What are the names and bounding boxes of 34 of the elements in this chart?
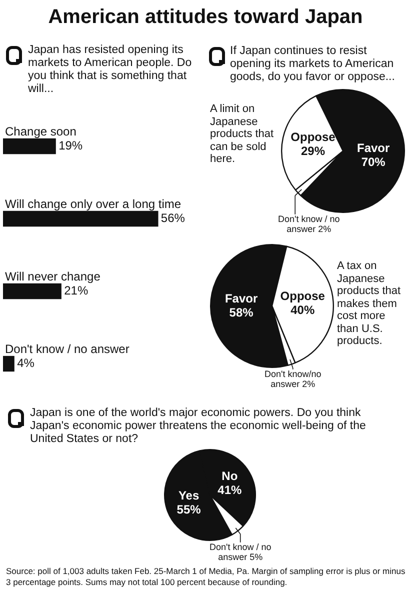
- source-note: Source: poll of 1,003 adults taken Feb. 25-March 1 of Media, Pa. Margin of sampling error is plus or minus 3 percentage points. Sums may not total 100 percent because of rounding.: [6, 566, 406, 587]
- category-label: Will change only over a long time: [5, 197, 182, 212]
- slice-label: Favor: [224, 292, 258, 306]
- slice-label: No: [222, 469, 238, 483]
- data-label: 41%: [218, 483, 242, 497]
- legend-label: Don't know / no answer 5%: [209, 542, 272, 562]
- bar: [3, 138, 56, 154]
- slice-label: Oppose: [280, 289, 326, 304]
- chart-subtitle: Japan is one of the world's major economic powers. Do you think Japan's economic power threatens the economic well-being of the United States or not?: [30, 407, 367, 446]
- data-label: 70%: [361, 154, 386, 169]
- category-label: Don't know / no answer: [5, 342, 130, 356]
- text: American attitudes toward Japan: [47, 6, 364, 29]
- text: A tax on Japanese products that makes them cost more than U.S. products.: [337, 260, 402, 348]
- legend-label: Don't know/no answer 2%: [264, 368, 322, 389]
- data-label: 56%: [160, 211, 186, 226]
- bar: [3, 210, 158, 227]
- chart-subtitle: Japan has resisted opening its markets to American people. Do you think that is something that will...: [28, 44, 193, 96]
- bar: [3, 283, 62, 300]
- category-label: Change soon: [5, 124, 76, 139]
- data-label: 19%: [58, 138, 83, 153]
- slice-label: Favor: [357, 140, 390, 155]
- slice-label: Yes: [178, 488, 200, 502]
- bar: [3, 356, 14, 372]
- data-label: 55%: [176, 502, 202, 516]
- chart-subtitle: If Japan continues to resist opening its markets to American goods, do you favor or oppose...: [230, 45, 396, 84]
- data-label: 40%: [290, 303, 315, 318]
- data-label: 21%: [64, 284, 88, 298]
- data-label: 29%: [300, 144, 326, 158]
- data-label: 58%: [229, 306, 254, 320]
- category-label: Will never change: [5, 270, 100, 284]
- data-label: 4%: [17, 356, 35, 370]
- slice-label: Oppose: [290, 130, 336, 144]
- slice-label: Don't know / no answer 2%: [278, 214, 340, 234]
- text: A limit on Japanese products that can be sold here.: [210, 103, 275, 166]
